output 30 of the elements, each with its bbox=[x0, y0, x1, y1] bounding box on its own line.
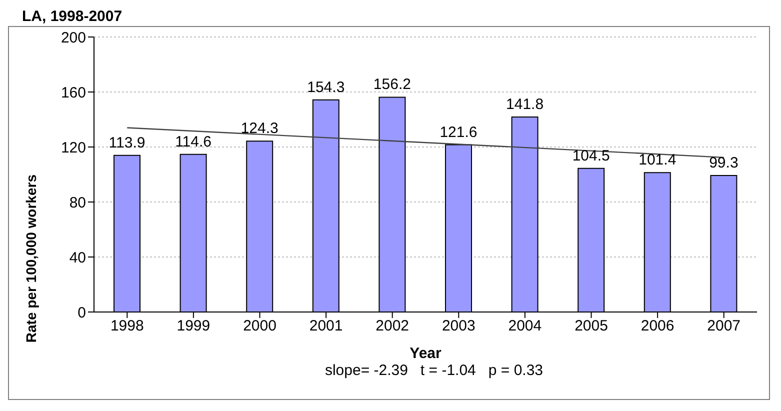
data-label: 101.4 bbox=[638, 152, 676, 169]
y-tick-label: 0 bbox=[78, 304, 86, 322]
x-axis-title: Year bbox=[410, 345, 442, 362]
x-tick-label: 2006 bbox=[640, 318, 674, 335]
y-tick-label: 80 bbox=[69, 194, 86, 212]
y-axis-title: Rate per 100,000 workers bbox=[22, 174, 39, 343]
y-tick-label: 120 bbox=[60, 139, 86, 156]
data-label: 104.5 bbox=[572, 147, 610, 164]
x-tick-label: 2003 bbox=[442, 318, 476, 335]
y-tick-label: 200 bbox=[60, 29, 86, 46]
data-label: 154.3 bbox=[307, 78, 345, 96]
x-tick-label: 2001 bbox=[309, 318, 343, 335]
x-tick-label: 2000 bbox=[243, 318, 276, 335]
x-tick-label: 2004 bbox=[508, 318, 542, 335]
x-tick-label: 1998 bbox=[110, 318, 144, 335]
y-tick-label: 40 bbox=[69, 249, 86, 266]
data-label: 141.8 bbox=[506, 96, 544, 114]
data-label: 114.6 bbox=[175, 133, 212, 150]
x-tick-label: 2007 bbox=[707, 318, 741, 335]
data-label: 156.2 bbox=[373, 76, 411, 94]
text: slope= -2.39 t = -1.04 p = 0.33 bbox=[324, 362, 544, 379]
x-tick-label: 1999 bbox=[176, 318, 210, 335]
x-tick-label: 2005 bbox=[574, 318, 608, 335]
data-label: 121.6 bbox=[440, 124, 478, 141]
y-tick-label: 160 bbox=[60, 84, 86, 102]
x-tick-label: 2002 bbox=[376, 318, 410, 335]
data-label: 99.3 bbox=[709, 154, 738, 172]
data-label: 113.9 bbox=[108, 134, 146, 152]
data-label: 124.3 bbox=[240, 120, 278, 138]
chart-title: LA, 1998-2007 bbox=[22, 8, 124, 26]
